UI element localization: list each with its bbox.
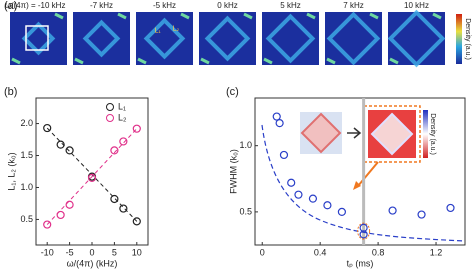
data-point	[446, 203, 455, 213]
image-label: 7 kHz	[343, 1, 363, 10]
density-image	[325, 12, 382, 65]
data-point	[287, 178, 296, 187]
data-point	[119, 204, 128, 213]
data-point	[279, 150, 289, 160]
x-tick-label: 0	[89, 247, 94, 257]
trend-line	[46, 128, 138, 225]
data-point	[323, 201, 332, 210]
image-label: -5 kHz	[153, 1, 176, 10]
x-tick-label: 0	[260, 247, 265, 257]
x-tick-label: -5	[66, 247, 74, 257]
data-point	[272, 112, 281, 121]
image-label: 0 kHz	[217, 1, 237, 10]
inset: Density (a.u.)	[300, 105, 436, 190]
inset-colorbar-label: Density (a.u.)	[429, 113, 436, 155]
y-tick-label: 1.5	[20, 150, 33, 160]
y-tick-label: 1.0	[239, 140, 252, 150]
data-point	[388, 206, 397, 215]
diamond-outer	[137, 12, 190, 65]
highlight	[357, 222, 371, 240]
density-image	[388, 12, 445, 65]
x-tick-label: 0.8	[372, 247, 385, 257]
x-tick-label: -10	[41, 247, 54, 257]
legend-label: L₁	[118, 101, 126, 111]
panel-label: (c)	[226, 86, 239, 98]
diamond-outer	[263, 12, 316, 65]
density-image	[10, 12, 67, 65]
data-point	[308, 194, 318, 203]
diamond-outer	[74, 12, 127, 65]
y-tick-label: 2.0	[20, 118, 33, 128]
y-axis-label: L₁, L₂ (k₀)	[6, 152, 16, 190]
diamond	[143, 17, 186, 60]
colorbar	[456, 14, 462, 64]
data-point	[43, 123, 52, 133]
density-images	[10, 9, 446, 68]
y-tick-label: 0.5	[239, 206, 252, 216]
legend-label: L₂	[118, 112, 127, 122]
data-point	[275, 119, 284, 128]
x-axis-label: ω/(4π) (kHz)	[67, 258, 118, 268]
x-tick-label: 1.2	[430, 247, 443, 257]
data-point	[337, 207, 346, 216]
data-point	[65, 146, 74, 155]
highlight-box	[25, 25, 49, 51]
diamond-outer	[200, 12, 253, 65]
data-point	[294, 190, 303, 199]
annotation: L₂	[173, 25, 180, 32]
image-label: 5 kHz	[280, 1, 300, 10]
data-point	[132, 124, 141, 133]
image-label: ω/(4π) = -10 kHz	[5, 1, 65, 10]
density-image	[262, 12, 319, 65]
data-point	[359, 230, 368, 239]
panel-label: (b)	[4, 86, 17, 98]
colorbar-label: Density (a.u.)	[464, 18, 471, 60]
data-point	[65, 200, 74, 209]
plot-frame	[35, 97, 149, 246]
panel-label: (a)	[4, 0, 17, 12]
diamond-outer	[389, 12, 442, 65]
x-tick-label: 0.4	[314, 247, 327, 257]
diamond-outer	[326, 12, 379, 65]
x-axis-label: tₚ (ms)	[347, 258, 374, 268]
data-point	[417, 210, 426, 219]
fit-curve	[261, 124, 466, 242]
data-point	[110, 194, 119, 204]
y-axis-label: FWHM (k₀)	[228, 149, 238, 194]
y-tick-label: 1.0	[20, 182, 33, 192]
diamond	[204, 15, 251, 62]
diamond	[387, 9, 446, 68]
diamond-outer	[11, 12, 64, 65]
legend-marker	[106, 103, 114, 111]
image-label: 10 kHz	[404, 1, 429, 10]
x-tick-label: 5	[112, 247, 117, 257]
diamond	[82, 19, 121, 58]
data-point	[56, 140, 65, 149]
data-point	[110, 146, 119, 155]
diamond	[265, 13, 316, 64]
data-point	[119, 137, 128, 146]
y-tick-label: 0.5	[20, 214, 33, 224]
data-point	[132, 217, 141, 226]
diamond	[326, 11, 381, 66]
x-tick-label: 10	[132, 247, 142, 257]
annotation: L₁	[155, 27, 162, 34]
plot-frame	[254, 97, 466, 246]
data-point	[43, 220, 52, 229]
legend-marker	[106, 114, 114, 122]
image-label: -7 kHz	[90, 1, 113, 10]
data-point	[56, 210, 65, 220]
data-point	[87, 173, 97, 182]
